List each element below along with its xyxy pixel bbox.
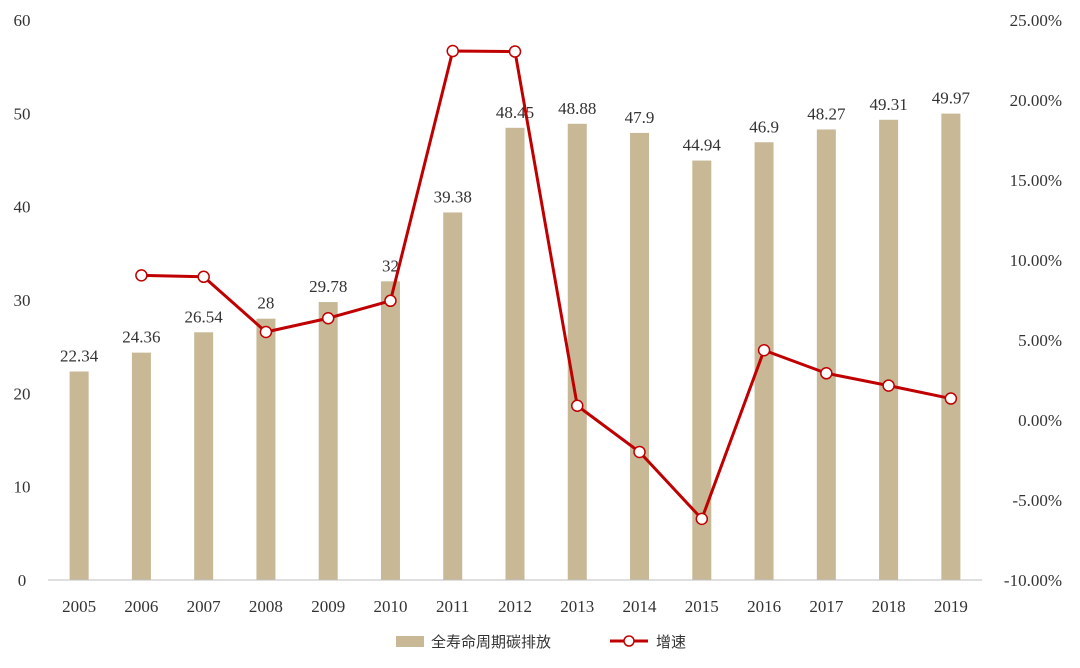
bar-2009 (318, 302, 338, 580)
bar-2019 (941, 113, 961, 580)
bar-value-label: 22.34 (60, 346, 99, 365)
bar-value-label: 49.97 (932, 89, 971, 108)
bar-2017 (816, 129, 836, 581)
bar-data-labels: 22.34 24.36 26.54 28 29.78 32 39.38 48.45 48.88 4… (60, 89, 970, 366)
bar-value-label: 39.38 (434, 187, 472, 206)
left-y-axis-ticks: 0 10 20 30 40 50 60 (14, 11, 31, 590)
bar-2014 (630, 132, 650, 580)
legend-bar-label: 全寿命周期碳排放 (431, 633, 551, 651)
right-y-axis-ticks: -10.00% -5.00% 0.00% 5.00% 10.00% 15.00% 20.00… (1004, 11, 1062, 590)
growth-point-2013 (571, 399, 584, 413)
right-y-tick-label: 25.00% (1010, 11, 1062, 30)
bar-value-label: 48.27 (807, 104, 846, 123)
right-y-tick-label: 20.00% (1010, 91, 1062, 110)
left-y-tick-label: 50 (14, 104, 31, 123)
x-tick-label: 2015 (685, 597, 719, 616)
right-y-tick-label: 0.00% (1018, 411, 1062, 430)
bar-value-label: 44.94 (683, 136, 722, 155)
x-tick-label: 2011 (436, 597, 469, 616)
right-y-tick-label: -5.00% (1012, 491, 1062, 510)
growth-point-2012 (508, 45, 522, 58)
right-y-tick-label: 10.00% (1010, 251, 1062, 270)
x-tick-label: 2006 (124, 597, 158, 616)
bar-value-label: 28 (257, 294, 274, 313)
growth-point-2014 (633, 445, 646, 459)
x-tick-label: 2008 (249, 597, 283, 616)
bar-2011 (443, 212, 463, 580)
line-series (141, 49, 952, 521)
x-tick-label: 2005 (62, 597, 96, 616)
left-y-tick-label: 60 (14, 11, 31, 30)
x-axis-ticks: 2005 2006 2007 2008 2009 2010 2011 2012 2013 2014… (62, 597, 968, 616)
growth-point-2010 (384, 294, 397, 308)
growth-point-2016 (757, 343, 771, 357)
x-tick-label: 2013 (560, 597, 594, 616)
bar-value-label: 32 (382, 256, 399, 275)
bar-value-label: 49.31 (869, 95, 907, 114)
legend-line-label: 增速 (656, 633, 686, 651)
bar-2006 (131, 352, 151, 580)
x-tick-label: 2007 (187, 597, 222, 616)
bar-2008 (256, 318, 276, 580)
bar-value-label: 29.78 (309, 277, 347, 296)
left-y-tick-label: 10 (14, 478, 31, 497)
x-tick-label: 2017 (809, 597, 844, 616)
bar-value-label: 48.45 (496, 103, 534, 122)
left-y-tick-label: 0 (18, 571, 27, 590)
bar-series (69, 113, 961, 581)
growth-point-2006 (135, 269, 148, 282)
legend-line-marker (623, 635, 635, 647)
legend-bar-swatch (396, 636, 424, 647)
bar-value-label: 46.9 (749, 117, 779, 136)
x-tick-label: 2018 (872, 597, 906, 616)
growth-point-2017 (820, 367, 833, 380)
x-tick-label: 2009 (311, 597, 345, 616)
growth-point-2009 (321, 311, 335, 325)
line-markers (135, 44, 958, 526)
x-tick-label: 2019 (934, 597, 968, 616)
x-tick-label: 2010 (373, 597, 407, 616)
left-y-tick-label: 40 (14, 198, 31, 217)
right-y-tick-label: -10.00% (1004, 571, 1062, 590)
bar-2013 (567, 123, 587, 580)
legend: 全寿命周期碳排放 增速 (396, 633, 686, 651)
x-tick-label: 2012 (498, 597, 532, 616)
x-tick-label: 2014 (623, 597, 658, 616)
bar-2007 (194, 332, 214, 580)
bar-2005 (69, 371, 89, 580)
bar-2016 (754, 142, 774, 580)
growth-line (141, 49, 952, 521)
bar-2010 (380, 281, 400, 580)
bar-value-label: 26.54 (185, 307, 224, 326)
right-y-tick-label: 15.00% (1010, 171, 1062, 190)
bar-value-label: 47.9 (625, 108, 655, 127)
left-y-tick-label: 30 (14, 291, 31, 310)
growth-point-2015 (695, 512, 709, 526)
growth-point-2018 (882, 379, 895, 392)
growth-point-2011 (446, 44, 459, 58)
right-y-tick-label: 5.00% (1018, 331, 1062, 350)
bar-2012 (505, 127, 525, 581)
growth-point-2007 (197, 270, 210, 284)
growth-point-2019 (944, 392, 958, 405)
bar-value-label: 48.88 (558, 99, 596, 118)
growth-point-2008 (259, 325, 273, 339)
left-y-tick-label: 20 (14, 384, 31, 403)
bar-2015 (692, 160, 712, 580)
bar-2018 (879, 119, 899, 581)
x-tick-label: 2016 (747, 597, 781, 616)
bar-value-label: 24.36 (122, 328, 160, 347)
